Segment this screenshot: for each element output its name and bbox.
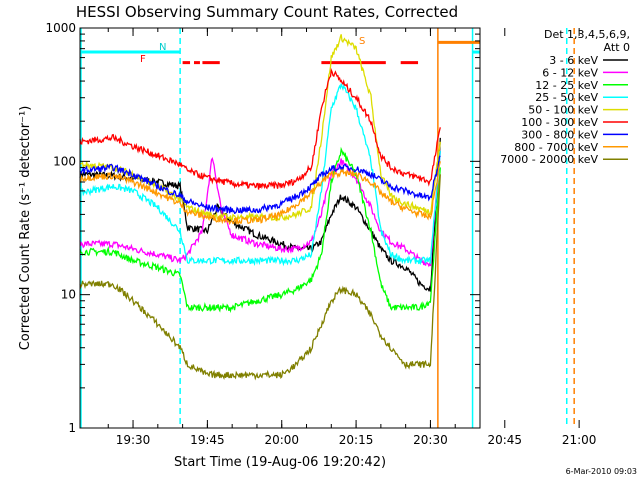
y-tick-label: 1000 xyxy=(45,21,76,35)
y-axis-label: Corrected Count Rate (s⁻¹ detector⁻¹) xyxy=(18,106,33,351)
legend-label: 50 - 100 keV xyxy=(528,104,598,117)
series-line xyxy=(79,67,441,190)
y-tick-label: 100 xyxy=(53,154,76,168)
legend-header: Det 1,3,4,5,6,9, xyxy=(544,28,630,41)
legend-label: 300 - 800 keV xyxy=(521,128,598,141)
y-tick-label: 1 xyxy=(68,421,76,435)
x-tick-label: 19:30 xyxy=(116,433,151,447)
x-axis-label: Start Time (19-Aug-06 19:20:42) xyxy=(174,455,386,470)
legend-label: 3 - 6 keV xyxy=(549,54,598,67)
series-line xyxy=(79,161,441,226)
plot-frame xyxy=(79,27,481,429)
timestamp: 6-Mar-2010 09:03 xyxy=(566,467,637,476)
series-line xyxy=(79,155,441,215)
chart-title: HESSI Observing Summary Count Rates, Cor… xyxy=(76,3,458,21)
legend-header: Att 0 xyxy=(604,41,630,54)
y-tick-label: 10 xyxy=(61,288,76,302)
flag-label-s: S xyxy=(359,36,365,47)
x-tick-label: 20:30 xyxy=(413,433,448,447)
x-tick-label: 19:45 xyxy=(190,433,225,447)
flag-label-f: F xyxy=(140,54,146,65)
series-line xyxy=(79,34,441,222)
series-line xyxy=(79,174,441,381)
series-line xyxy=(79,83,441,267)
legend-label: 800 - 7000 keV xyxy=(514,141,598,154)
x-tick-label: 20:45 xyxy=(487,433,522,447)
y-axis: 1 10 100 1000 xyxy=(45,21,480,435)
x-tick-label: 20:15 xyxy=(339,433,374,447)
x-tick-label: 21:00 xyxy=(562,433,597,447)
x-axis: 19:30 19:45 20:00 20:15 20:30 20:45 21:00 xyxy=(107,28,597,447)
series-line xyxy=(79,146,441,314)
series-line xyxy=(79,150,441,268)
legend-label: 12 - 25 keV xyxy=(535,79,598,92)
legend-label: 100 - 300 keV xyxy=(521,116,598,129)
legend-label: 7000 - 20000 keV xyxy=(500,153,598,166)
x-tick-label: 20:00 xyxy=(264,433,299,447)
series-lines xyxy=(79,34,441,381)
flag-label-n: N xyxy=(159,42,166,53)
legend-label: 25 - 50 keV xyxy=(535,91,598,104)
legend-label: 6 - 12 keV xyxy=(542,66,598,79)
